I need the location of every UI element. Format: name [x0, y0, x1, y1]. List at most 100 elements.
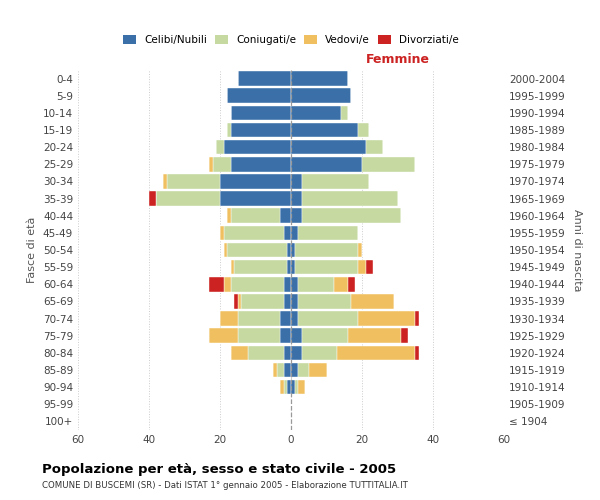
- Bar: [163, 174, 167, 188]
- Bar: [234, 260, 287, 274]
- Bar: [291, 72, 348, 86]
- Bar: [362, 157, 415, 172]
- Bar: [291, 328, 302, 343]
- Bar: [230, 277, 284, 291]
- Bar: [167, 174, 220, 188]
- Bar: [238, 328, 280, 343]
- Bar: [230, 346, 248, 360]
- Bar: [224, 242, 227, 258]
- Bar: [284, 346, 291, 360]
- Bar: [352, 294, 394, 308]
- Text: COMUNE DI BUSCEMI (SR) - Dati ISTAT 1° gennaio 2005 - Elaborazione TUTTITALIA.IT: COMUNE DI BUSCEMI (SR) - Dati ISTAT 1° g…: [42, 481, 408, 490]
- Bar: [348, 328, 401, 343]
- Y-axis label: Anni di nascita: Anni di nascita: [572, 209, 582, 291]
- Bar: [295, 242, 358, 258]
- Bar: [298, 226, 358, 240]
- Bar: [298, 380, 305, 394]
- Legend: Celibi/Nubili, Coniugati/e, Vedovi/e, Divorziati/e: Celibi/Nubili, Coniugati/e, Vedovi/e, Di…: [120, 32, 462, 48]
- Text: Femmine: Femmine: [365, 54, 430, 66]
- Bar: [224, 226, 284, 240]
- Bar: [287, 260, 291, 274]
- Bar: [415, 312, 419, 326]
- Y-axis label: Fasce di età: Fasce di età: [28, 217, 37, 283]
- Bar: [334, 277, 348, 291]
- Bar: [238, 294, 241, 308]
- Bar: [358, 260, 365, 274]
- Bar: [220, 192, 291, 206]
- Text: Popolazione per età, sesso e stato civile - 2005: Popolazione per età, sesso e stato civil…: [42, 462, 396, 475]
- Bar: [284, 277, 291, 291]
- Bar: [213, 157, 230, 172]
- Bar: [156, 192, 220, 206]
- Bar: [298, 312, 358, 326]
- Bar: [284, 380, 287, 394]
- Bar: [280, 328, 291, 343]
- Bar: [309, 362, 326, 378]
- Bar: [291, 346, 302, 360]
- Bar: [280, 312, 291, 326]
- Bar: [220, 174, 291, 188]
- Bar: [227, 242, 287, 258]
- Bar: [217, 140, 224, 154]
- Bar: [238, 72, 291, 86]
- Bar: [291, 260, 295, 274]
- Bar: [227, 122, 230, 138]
- Bar: [224, 277, 230, 291]
- Bar: [302, 208, 401, 223]
- Bar: [280, 380, 284, 394]
- Bar: [337, 346, 415, 360]
- Bar: [302, 346, 337, 360]
- Bar: [291, 312, 298, 326]
- Bar: [291, 122, 358, 138]
- Bar: [227, 208, 230, 223]
- Bar: [298, 277, 334, 291]
- Bar: [302, 192, 398, 206]
- Bar: [241, 294, 284, 308]
- Bar: [291, 174, 302, 188]
- Bar: [358, 312, 415, 326]
- Bar: [291, 208, 302, 223]
- Bar: [220, 226, 224, 240]
- Bar: [295, 380, 298, 394]
- Bar: [287, 380, 291, 394]
- Bar: [415, 346, 419, 360]
- Bar: [295, 260, 358, 274]
- Bar: [291, 242, 295, 258]
- Bar: [209, 328, 238, 343]
- Bar: [298, 294, 352, 308]
- Bar: [209, 157, 213, 172]
- Bar: [284, 294, 291, 308]
- Bar: [341, 106, 348, 120]
- Bar: [291, 106, 341, 120]
- Bar: [209, 277, 224, 291]
- Bar: [291, 157, 362, 172]
- Bar: [277, 362, 284, 378]
- Bar: [291, 362, 298, 378]
- Bar: [365, 140, 383, 154]
- Bar: [348, 277, 355, 291]
- Bar: [291, 380, 295, 394]
- Bar: [230, 157, 291, 172]
- Bar: [234, 294, 238, 308]
- Bar: [284, 226, 291, 240]
- Bar: [291, 277, 298, 291]
- Bar: [291, 140, 365, 154]
- Bar: [248, 346, 284, 360]
- Bar: [230, 260, 234, 274]
- Bar: [291, 226, 298, 240]
- Bar: [298, 362, 309, 378]
- Bar: [238, 312, 280, 326]
- Bar: [358, 242, 362, 258]
- Bar: [401, 328, 408, 343]
- Bar: [291, 88, 352, 103]
- Bar: [302, 174, 369, 188]
- Bar: [365, 260, 373, 274]
- Bar: [220, 312, 238, 326]
- Bar: [230, 122, 291, 138]
- Bar: [227, 88, 291, 103]
- Bar: [302, 328, 348, 343]
- Bar: [291, 294, 298, 308]
- Bar: [358, 122, 369, 138]
- Bar: [280, 208, 291, 223]
- Bar: [224, 140, 291, 154]
